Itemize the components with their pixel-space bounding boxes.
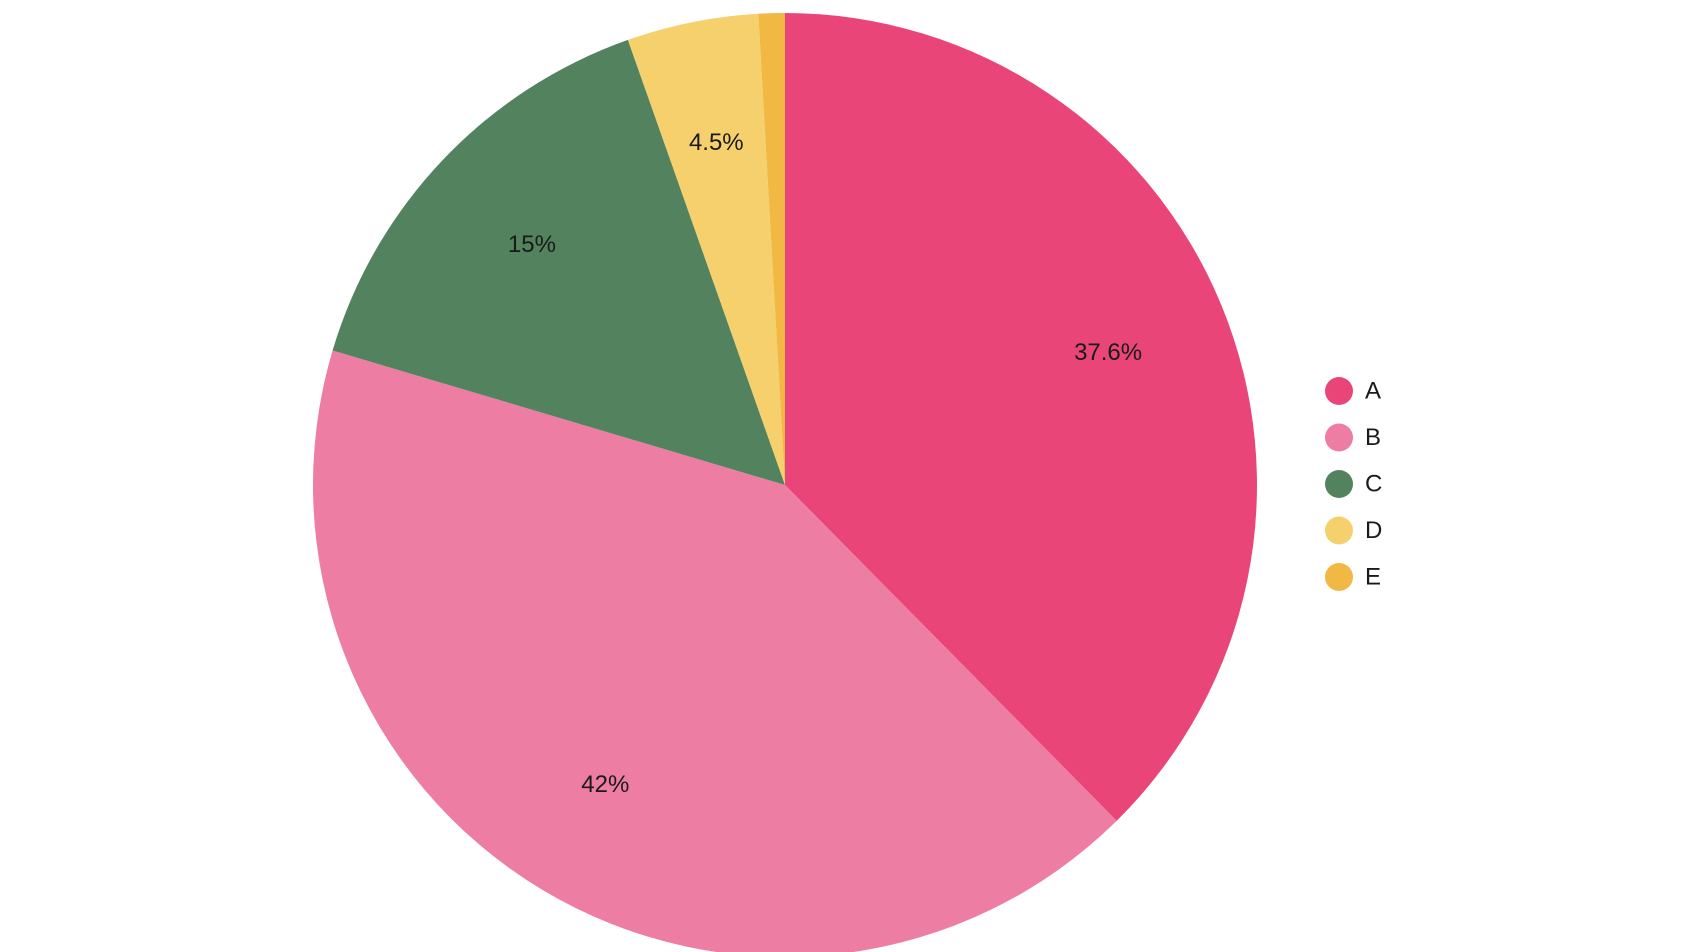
- pie-slice-b: [313, 350, 1117, 952]
- legend-label-c: C: [1365, 471, 1382, 498]
- slice-label-a: 37.6%: [1074, 339, 1142, 366]
- legend-swatch-a: [1325, 377, 1353, 405]
- pie-slice-a: [785, 13, 1257, 821]
- pie-slice-c: [332, 39, 785, 485]
- legend-item-e: E: [1325, 563, 1381, 591]
- pie-slice-labels: 37.6% 42% 15% 4.5%: [508, 129, 1142, 798]
- legend-item-c: C: [1325, 470, 1382, 498]
- legend-label-a: A: [1365, 378, 1381, 405]
- legend-label-d: D: [1365, 517, 1382, 544]
- legend-swatch-d: [1325, 516, 1353, 545]
- slice-label-d: 4.5%: [689, 129, 744, 156]
- legend-item-a: A: [1325, 377, 1381, 405]
- legend-label-b: B: [1365, 424, 1381, 451]
- pie-slices: [313, 12, 1257, 952]
- legend-label-e: E: [1365, 564, 1381, 591]
- legend-item-d: D: [1325, 516, 1382, 545]
- legend-item-b: B: [1325, 423, 1381, 452]
- legend-swatch-c: [1325, 470, 1353, 498]
- pie-slice-d: [627, 13, 785, 485]
- legend-swatch-e: [1325, 563, 1353, 591]
- slice-label-b: 42%: [581, 771, 629, 798]
- slice-label-c: 15%: [508, 231, 556, 258]
- legend-swatch-b: [1325, 423, 1353, 452]
- pie-slice-e: [758, 12, 785, 485]
